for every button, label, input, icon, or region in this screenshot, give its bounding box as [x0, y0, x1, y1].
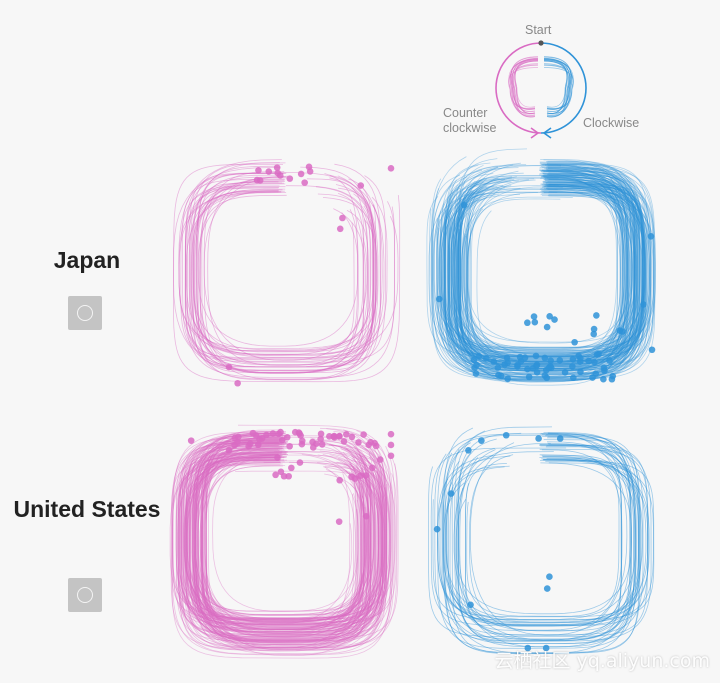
row-label-united-states: United States — [13, 496, 161, 522]
united-states-shape-button[interactable] — [68, 578, 102, 612]
legend-start-label: Start — [525, 23, 552, 37]
panel-japan-counter-clockwise — [172, 159, 401, 387]
legend-counter-clockwise-label: Counter clockwise — [443, 106, 497, 135]
circle-icon — [77, 587, 93, 603]
panel-united-states-counter-clockwise — [169, 424, 399, 659]
circle-icon — [77, 305, 93, 321]
row-label-japan: Japan — [53, 247, 121, 273]
watermark: 云栖社区 yq.aliyun.com — [494, 650, 710, 672]
legend-clockwise-label: Clockwise — [583, 116, 640, 130]
direction-legend — [495, 40, 587, 139]
japan-shape-button[interactable] — [68, 296, 102, 330]
panel-united-states-clockwise — [428, 426, 655, 654]
panel-japan-clockwise — [426, 148, 656, 386]
